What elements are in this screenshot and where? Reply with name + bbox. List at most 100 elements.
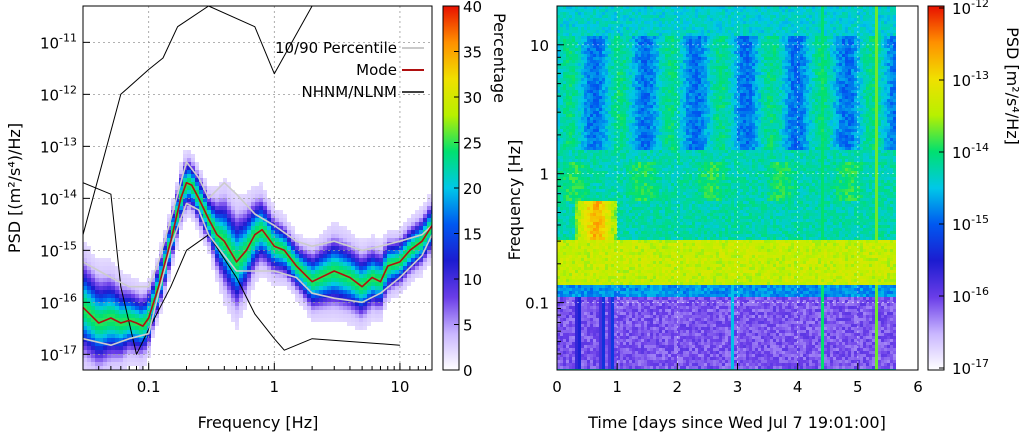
psd-cell [231, 202, 235, 206]
spectrogram-cell [566, 336, 569, 339]
psd-cell [203, 226, 207, 230]
psd-cell [203, 234, 207, 238]
psd-cell [99, 306, 103, 310]
psd-cell [83, 258, 87, 262]
psd-cell [235, 278, 239, 282]
spectrogram-cell [623, 147, 626, 150]
spectrogram-cell [617, 135, 620, 138]
spectrogram-cell [605, 18, 608, 21]
spectrogram-cell [590, 321, 593, 324]
spectrogram-cell [581, 12, 584, 15]
psd-cell [291, 286, 295, 290]
psd-cell [387, 270, 391, 274]
psd-cell [371, 298, 375, 302]
spectrogram-cell [563, 51, 566, 54]
spectrogram-cell [620, 300, 623, 303]
spectrogram-cell [557, 117, 560, 120]
psd-cell [279, 254, 283, 258]
spectrogram-cell [560, 240, 563, 243]
spectrogram-cell [599, 192, 602, 195]
spectrogram-cell [623, 270, 626, 273]
spectrogram-cell [593, 174, 596, 177]
psd-cell [107, 294, 111, 298]
spectrogram-cell [611, 69, 614, 72]
psd-cell [363, 290, 367, 294]
spectrogram-cell [626, 75, 629, 78]
spectrogram-cell [605, 171, 608, 174]
spectrogram-cell [599, 315, 602, 318]
spectrogram-cell [578, 96, 581, 99]
psd-cell [359, 306, 363, 310]
spectrogram-cell [563, 216, 566, 219]
spectrogram-cell [608, 276, 611, 279]
psd-cell [423, 210, 427, 214]
spectrogram-cell [629, 36, 632, 39]
psd-cell [219, 258, 223, 262]
spectrogram-cell [620, 222, 623, 225]
spectrogram-cell [623, 201, 626, 204]
spectrogram-cell [590, 267, 593, 270]
spectrogram-cell [611, 201, 614, 204]
psd-cell [143, 362, 147, 366]
spectrogram-cell [590, 75, 593, 78]
spectrogram-cell [560, 231, 563, 234]
spectrogram-cell [572, 282, 575, 285]
spectrogram-cell [593, 168, 596, 171]
spectrogram-cell [599, 90, 602, 93]
spectrogram-cell [569, 135, 572, 138]
spectrogram-cell [566, 30, 569, 33]
spectrogram-cell [602, 36, 605, 39]
spectrogram-cell [617, 207, 620, 210]
psd-cell [147, 278, 151, 282]
spectrogram-cell [614, 36, 617, 39]
psd-cell [83, 274, 87, 278]
spectrogram-cell [563, 123, 566, 126]
psd-cell [203, 238, 207, 242]
spectrogram-cell [620, 294, 623, 297]
spectrogram-cell [560, 189, 563, 192]
psd-cell [327, 238, 331, 242]
psd-cell [115, 318, 119, 322]
psd-cell [227, 302, 231, 306]
spectrogram-cell [599, 264, 602, 267]
psd-cell [211, 202, 215, 206]
spectrogram-cell [620, 228, 623, 231]
psd-cell [319, 302, 323, 306]
spectrogram-cell [596, 147, 599, 150]
psd-cell [355, 314, 359, 318]
psd-cell [131, 302, 135, 306]
psd-cell [247, 210, 251, 214]
spectrogram-cell [626, 78, 629, 81]
psd-cell [391, 286, 395, 290]
psd-cell [355, 270, 359, 274]
spectrogram-cell [578, 54, 581, 57]
spectrogram-cell [578, 366, 581, 369]
psd-cell [91, 338, 95, 342]
psd-cell [399, 234, 403, 238]
spectrogram-cell [569, 243, 572, 246]
spectrogram-cell [605, 303, 608, 306]
spectrogram-cell [611, 303, 614, 306]
spectrogram-cell [611, 48, 614, 51]
psd-cell [371, 282, 375, 286]
spectrogram-cell [620, 90, 623, 93]
spectrogram-cell [611, 51, 614, 54]
spectrogram-cell [560, 222, 563, 225]
spectrogram-cell [572, 144, 575, 147]
psd-cell [299, 262, 303, 266]
psd-cell [227, 306, 231, 310]
spectrogram-cell [578, 12, 581, 15]
spectrogram-cell [575, 216, 578, 219]
spectrogram-cell [614, 75, 617, 78]
spectrogram-cell [560, 21, 563, 24]
psd-cell [331, 318, 335, 322]
spectrogram-cell [599, 135, 602, 138]
spectrogram-cell [602, 138, 605, 141]
psd-cell [351, 322, 355, 326]
spectrogram-cell [572, 276, 575, 279]
psd-cell [279, 274, 283, 278]
spectrogram-heatmap [557, 6, 896, 370]
psd-cell [367, 270, 371, 274]
psd-cell [231, 258, 235, 262]
spectrogram-cell [605, 12, 608, 15]
